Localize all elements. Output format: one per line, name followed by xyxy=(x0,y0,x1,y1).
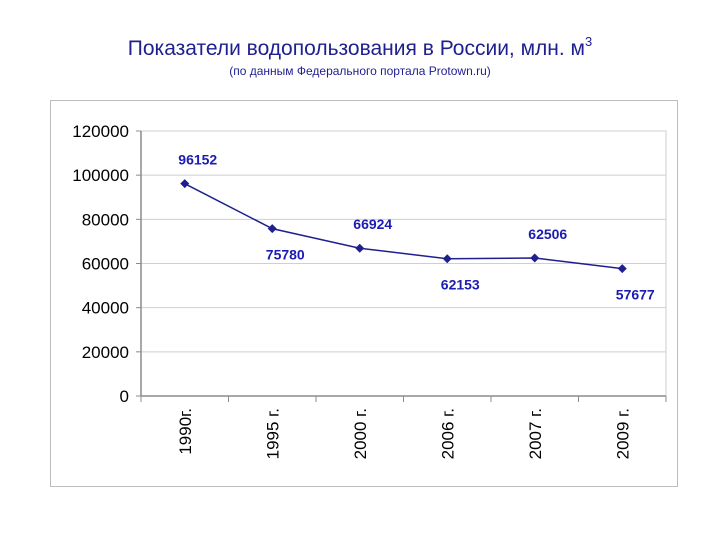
y-tick-label: 0 xyxy=(120,387,129,406)
x-tick-label: 2000 г. xyxy=(351,408,370,459)
data-point xyxy=(180,179,190,189)
x-tick-label: 2007 г. xyxy=(526,408,545,459)
series-line xyxy=(184,182,623,270)
data-point xyxy=(530,253,540,263)
data-label: 75780 xyxy=(266,247,305,263)
y-tick-label: 100000 xyxy=(72,166,129,185)
x-tick-label: 1990г. xyxy=(176,408,195,455)
chart-title-superscript: 3 xyxy=(585,34,593,49)
data-point xyxy=(267,224,277,234)
chart-title: Показатели водопользования в России, млн… xyxy=(0,34,720,61)
data-label: 57677 xyxy=(616,287,655,303)
data-label: 66924 xyxy=(353,216,392,232)
data-point xyxy=(442,254,452,264)
data-label: 96152 xyxy=(178,152,217,168)
chart-frame xyxy=(50,100,678,487)
x-tick-label: 1995 г. xyxy=(263,408,282,459)
y-tick-label: 40000 xyxy=(82,299,129,318)
data-label: 62506 xyxy=(528,226,567,242)
x-tick-label: 2006 г. xyxy=(438,408,457,459)
chart-title-text: Показатели водопользования в России, млн… xyxy=(127,37,585,60)
y-tick-label: 80000 xyxy=(82,210,129,229)
data-point xyxy=(355,243,365,253)
x-tick-label: 2009 г. xyxy=(613,408,632,459)
y-tick-label: 60000 xyxy=(82,255,129,274)
chart-subtitle: (по данным Федерального портала Protown.… xyxy=(229,64,491,78)
y-tick-label: 120000 xyxy=(72,122,129,141)
data-point xyxy=(617,264,627,274)
data-label: 62153 xyxy=(441,277,480,293)
y-tick-label: 20000 xyxy=(82,343,129,362)
